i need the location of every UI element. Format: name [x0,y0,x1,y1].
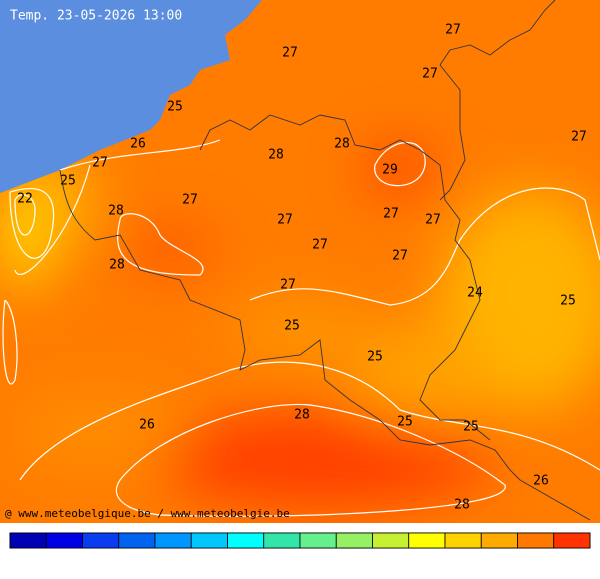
temperature-label: 25 [463,420,479,435]
scale-segment [9,532,47,549]
scale-segment [553,532,591,549]
temperature-label: 26 [533,474,549,489]
temperature-label: 28 [268,148,284,163]
temperature-label: 27 [445,23,461,38]
scale-segment [335,532,373,549]
temperature-label: 24 [467,286,483,301]
scale-segment [154,532,192,549]
temperature-label: 25 [167,100,183,115]
scale-segment [45,532,83,549]
temperature-label: 27 [280,278,296,293]
scale-segment [190,532,228,549]
scale-segment [444,532,482,549]
temperature-label: 27 [571,130,587,145]
scale-segment [299,532,337,549]
temperature-label: 28 [108,204,124,219]
scale-segment [263,532,301,549]
temperature-label: 25 [284,319,300,334]
temperature-label: 27 [425,213,441,228]
temperature-label: 25 [560,294,576,309]
isolines [2,139,600,517]
temperature-label: 26 [130,137,146,152]
temperature-label: 27 [277,213,293,228]
temperature-label: 27 [182,193,198,208]
temperature-label: 28 [109,258,125,273]
temperature-label: 27 [92,156,108,171]
temperature-label: 27 [422,67,438,82]
temperature-label: 28 [454,498,470,513]
sea [0,0,262,193]
temperature-label: 27 [312,238,328,253]
temperature-label: 26 [139,418,155,433]
scale-segment [227,532,265,549]
scale-segment [82,532,120,549]
temperature-label: 25 [397,415,413,430]
temperature-label: 25 [367,350,383,365]
scale-segment [118,532,156,549]
temperature-label: 27 [383,207,399,222]
credit: @ www.meteobelgique.be / www.meteobelgie… [5,507,290,520]
temperature-label: 27 [282,46,298,61]
temperature-label: 28 [294,408,310,423]
map-title: Temp. 23-05-2026 13:00 [10,9,182,24]
scale-segment [372,532,410,549]
temperature-label: 28 [334,137,350,152]
scale-segment [480,532,518,549]
temperature-label: 25 [60,174,76,189]
scale-segment [517,532,555,549]
temperature-label: 22 [17,192,33,207]
temperature-label: 27 [392,249,408,264]
borders [59,0,591,521]
scale-segment [408,532,446,549]
temperature-label: 29 [382,163,398,178]
